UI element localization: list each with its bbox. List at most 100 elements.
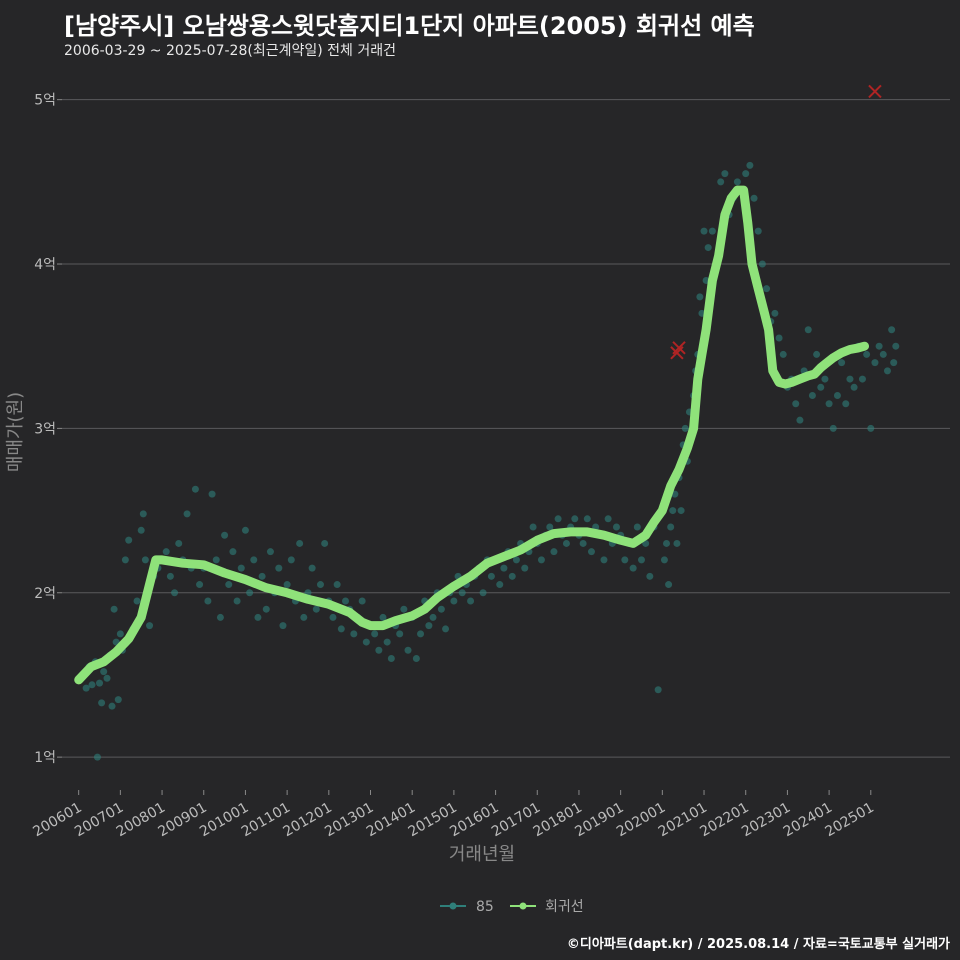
data-point: [275, 564, 283, 572]
data-point: [254, 613, 262, 621]
data-point: [333, 581, 341, 589]
data-point: [100, 668, 108, 676]
data-point: [412, 655, 420, 663]
y-tick-label: 5억: [34, 93, 56, 109]
legend-swatch-regression: [519, 902, 527, 910]
data-point: [750, 194, 758, 202]
data-point: [496, 581, 504, 589]
data-point: [808, 392, 816, 400]
data-point: [892, 342, 900, 350]
data-point: [241, 526, 249, 534]
legend-label-regression: 회귀선: [545, 899, 584, 915]
data-point: [512, 556, 520, 564]
y-axis-ticks: 1억 2억 3억 4억 5억: [34, 93, 62, 766]
data-point: [700, 227, 708, 235]
data-point: [82, 684, 90, 692]
data-point: [98, 699, 106, 707]
data-point: [425, 622, 433, 630]
data-point: [587, 548, 595, 556]
data-point: [362, 638, 370, 646]
regression-line-group: [74, 185, 869, 685]
data-point: [550, 548, 558, 556]
data-point: [116, 630, 124, 638]
data-point: [216, 613, 224, 621]
data-point: [196, 581, 204, 589]
data-point: [500, 564, 508, 572]
data-point: [717, 178, 725, 186]
data-point: [229, 548, 237, 556]
data-point: [667, 523, 675, 531]
data-point: [890, 359, 898, 367]
data-point: [554, 515, 562, 523]
outlier-marker: [672, 341, 686, 355]
data-point: [821, 375, 829, 383]
data-point: [817, 383, 825, 391]
y-axis-label: 매매가(원): [5, 392, 26, 472]
data-point: [665, 581, 673, 589]
data-point: [404, 646, 412, 654]
data-point: [262, 605, 270, 613]
data-point: [321, 539, 329, 547]
data-point: [341, 597, 349, 605]
data-point: [842, 400, 850, 408]
data-point: [208, 490, 216, 498]
data-point: [337, 625, 345, 633]
data-point: [258, 572, 266, 580]
data-point: [637, 556, 645, 564]
y-tick-label: 4억: [34, 257, 56, 273]
data-point: [696, 293, 704, 301]
data-point: [308, 564, 316, 572]
data-point: [654, 686, 662, 694]
outlier-markers: [670, 84, 882, 360]
data-point: [487, 572, 495, 580]
data-point: [758, 260, 766, 268]
data-point: [458, 589, 466, 597]
x-tick-label: 202501: [822, 800, 876, 841]
data-point: [371, 630, 379, 638]
data-point: [139, 510, 147, 518]
data-point: [237, 564, 245, 572]
data-point: [417, 630, 425, 638]
data-point: [162, 548, 170, 556]
data-point: [396, 630, 404, 638]
data-point: [191, 485, 199, 493]
data-point: [221, 531, 229, 539]
data-point: [175, 539, 183, 547]
data-point: [508, 572, 516, 580]
data-point: [633, 523, 641, 531]
data-point: [871, 359, 879, 367]
data-point: [141, 556, 149, 564]
data-point: [279, 622, 287, 630]
chart-subtitle: 2006-03-29 ~ 2025-07-28(최근계약일) 전체 거래건: [64, 43, 396, 59]
footer-credit: ©디아파트(dapt.kr) / 2025.08.14 / 자료=국토교통부 실…: [566, 937, 950, 952]
data-point: [681, 424, 689, 432]
x-axis-ticks: 2006012007012008012009012010012011012012…: [30, 790, 877, 841]
data-point: [663, 539, 671, 547]
data-point: [660, 556, 668, 564]
data-point: [212, 556, 220, 564]
data-point: [383, 638, 391, 646]
data-point: [704, 244, 712, 252]
chart-title: [남양주시] 오남쌍용스윗닷홈지티1단지 아파트(2005) 회귀선 예측: [64, 12, 755, 40]
data-point: [529, 523, 537, 531]
data-point: [742, 170, 750, 178]
data-point: [546, 523, 554, 531]
data-point: [400, 605, 408, 613]
legend-label-85: 85: [476, 899, 494, 915]
data-point: [825, 400, 833, 408]
data-point: [93, 753, 101, 761]
y-tick-label: 2억: [34, 586, 56, 602]
data-point: [796, 416, 804, 424]
grid-lines: [62, 99, 950, 758]
data-point: [829, 424, 837, 432]
data-point: [266, 548, 274, 556]
data-point: [450, 597, 458, 605]
data-point: [850, 383, 858, 391]
data-point: [875, 342, 883, 350]
data-point: [879, 350, 887, 358]
data-point: [629, 564, 637, 572]
regression-line: [74, 185, 869, 685]
data-point: [883, 367, 891, 375]
data-point: [579, 539, 587, 547]
